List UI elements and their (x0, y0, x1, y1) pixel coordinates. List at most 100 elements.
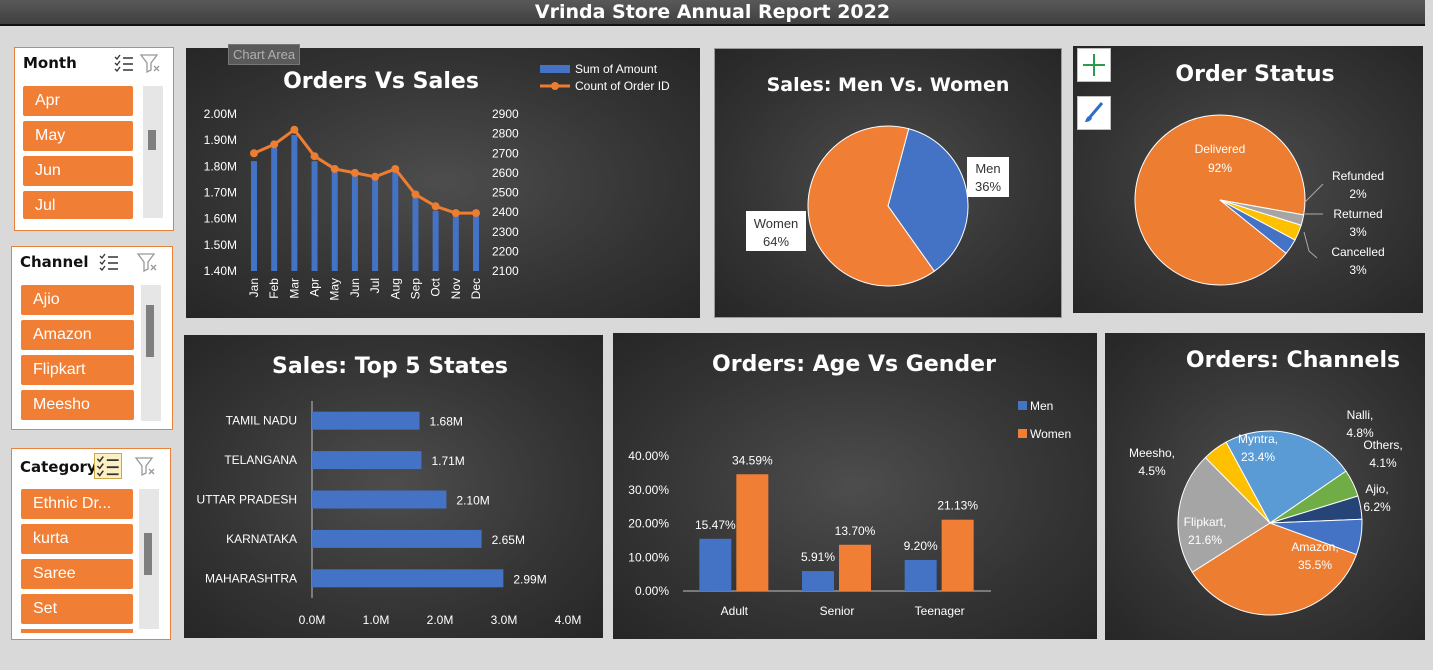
bar-dec (473, 216, 479, 271)
legend-swatch-sum-of-amount (540, 65, 570, 73)
x-tick-sep: Sep (408, 278, 422, 300)
slicer-item-kurta[interactable]: kurta (21, 524, 133, 554)
slicer-item-ethnic-dress[interactable]: Ethnic Dr... (21, 489, 133, 519)
value-label-senior-men: 5.91% (801, 550, 835, 564)
multi-select-icon[interactable] (98, 252, 120, 272)
label-meesho: Meesho, (1129, 446, 1175, 460)
slicer-item-set[interactable]: Set (21, 594, 133, 624)
bar-mar (291, 134, 298, 271)
point-apr (310, 152, 319, 161)
label-meesho-value: 4.5% (1138, 464, 1166, 478)
point-nov (451, 209, 460, 218)
bar-karnataka (312, 529, 482, 548)
bar-apr (311, 161, 318, 271)
value-label-adult-men: 15.47% (695, 518, 736, 532)
x-tick-adult: Adult (721, 604, 749, 618)
value-label-maharashtra: 2.99M (513, 572, 546, 586)
channel-slicer[interactable]: Channel Ajio Amazon Flipkart Meesho (11, 246, 173, 430)
label-returned-value: 3% (1349, 225, 1367, 239)
left-axis-tick-0: 1.40M (204, 264, 237, 278)
clear-filter-icon[interactable] (136, 252, 158, 272)
left-axis-tick-5: 1.90M (204, 133, 237, 147)
slicer-item-ajio[interactable]: Ajio (21, 285, 134, 315)
label-delivered-value: 92% (1208, 161, 1232, 175)
bar-jan (251, 161, 257, 271)
bar-teenager-men (904, 559, 937, 591)
order-status-chart[interactable]: Order Status Delivered 92% Refunded 2% Return… (1073, 46, 1423, 313)
slicer-item-jun[interactable]: Jun (23, 156, 133, 186)
chart-styles-button[interactable] (1077, 96, 1111, 130)
clear-filter-icon[interactable] (134, 456, 156, 476)
channel-slicer-scrollbar[interactable] (141, 285, 161, 421)
chart-title: Orders Vs Sales (283, 69, 479, 94)
scrollbar-thumb[interactable] (146, 305, 154, 357)
slicer-item-jul[interactable]: Jul (23, 191, 133, 219)
label-refunded-value: 2% (1349, 187, 1367, 201)
line-count-of-order-id (253, 127, 476, 215)
left-axis-tick-1: 1.50M (204, 238, 237, 252)
slicer-item-apr[interactable]: Apr (23, 86, 133, 116)
bar-uttar-pradesh (312, 490, 447, 509)
report-title: Vrinda Store Annual Report 2022 (0, 0, 1425, 26)
bar-jul (372, 176, 379, 271)
channels-chart[interactable]: Orders: Channels Amazon, 35.5% Flipkart, 21.… (1105, 333, 1425, 640)
bar-sep (412, 197, 419, 271)
point-jul (371, 172, 380, 181)
x-tick-may: May (328, 278, 342, 301)
scrollbar-thumb[interactable] (148, 130, 156, 150)
point-may (330, 164, 339, 173)
age-vs-gender-chart[interactable]: Orders: Age Vs Gender 0.00% 10.00% 20.00% 30… (613, 333, 1097, 639)
month-slicer[interactable]: Month Apr May Jun Jul (14, 47, 174, 231)
add-chart-element-button[interactable] (1077, 48, 1111, 82)
label-cancelled: Cancelled (1331, 245, 1384, 259)
sales-men-women-svg: Sales: Men Vs. Women Men 36% Women 64% (746, 74, 1009, 287)
point-jan (250, 149, 258, 158)
multi-select-icon[interactable] (94, 453, 122, 479)
slicer-item-meesho[interactable]: Meesho (21, 390, 134, 420)
value-label-teenager-women: 21.13% (937, 499, 978, 513)
label-myntra: Myntra, (1238, 432, 1278, 446)
right-axis-tick-3: 2400 (492, 205, 519, 219)
legend-marker-count-of-order-id (551, 82, 559, 90)
clear-filter-icon[interactable] (139, 53, 161, 73)
category-slicer[interactable]: Category Ethnic Dr... kurta Saree Set (11, 448, 171, 640)
y-tick-0: 0.00% (635, 584, 669, 598)
month-slicer-scrollbar[interactable] (143, 86, 163, 218)
x-tick-jun: Jun (348, 278, 362, 297)
pie-slice-cancelled (1219, 199, 1296, 255)
y-tick-4: 40.00% (628, 449, 669, 463)
multi-select-icon[interactable] (113, 53, 135, 73)
right-axis-tick-6: 2700 (492, 146, 519, 160)
scrollbar-thumb[interactable] (144, 533, 152, 575)
bar-maharashtra (312, 569, 504, 588)
label-returned: Returned (1333, 207, 1382, 221)
y-tick-2: 20.00% (628, 517, 669, 531)
label-box-women (746, 211, 806, 251)
label-women: Women (754, 216, 799, 231)
slicer-item-partial (21, 629, 133, 633)
legend-label-count-of-order-id: Count of Order ID (575, 79, 670, 93)
top-states-chart[interactable]: Sales: Top 5 States TAMIL NADU 1.68M TELANG… (184, 335, 603, 638)
bar-telangana (312, 451, 422, 470)
x-tick-teenager: Teenager (915, 604, 965, 618)
slicer-item-flipkart[interactable]: Flipkart (21, 355, 134, 385)
age-vs-gender-svg: Orders: Age Vs Gender 0.00% 10.00% 20.00% 30… (628, 352, 1071, 618)
chart-title: Orders: Channels (1186, 348, 1400, 373)
slicer-item-may[interactable]: May (23, 121, 133, 151)
slicer-item-saree[interactable]: Saree (21, 559, 133, 589)
point-mar (290, 125, 299, 134)
label-nalli-value: 4.8% (1346, 426, 1374, 440)
orders-vs-sales-chart[interactable]: Orders Vs Sales 1.40M 1.50M 1.60M 1.70M 1.80M… (186, 44, 700, 318)
bar-teenager-women (941, 519, 974, 591)
bar-adult-men (699, 538, 732, 591)
y-tick-1: 10.00% (628, 550, 669, 564)
plus-icon (1083, 54, 1105, 76)
sales-men-women-chart[interactable]: Sales: Men Vs. Women Men 36% Women 64% (714, 48, 1062, 318)
value-label-adult-women: 34.59% (732, 453, 773, 467)
right-axis-tick-7: 2800 (492, 127, 519, 141)
month-slicer-header: Month (23, 54, 77, 72)
leader-refunded (1304, 183, 1324, 203)
category-slicer-scrollbar[interactable] (139, 489, 159, 629)
x-tick-jul: Jul (368, 278, 382, 293)
slicer-item-amazon[interactable]: Amazon (21, 320, 134, 350)
